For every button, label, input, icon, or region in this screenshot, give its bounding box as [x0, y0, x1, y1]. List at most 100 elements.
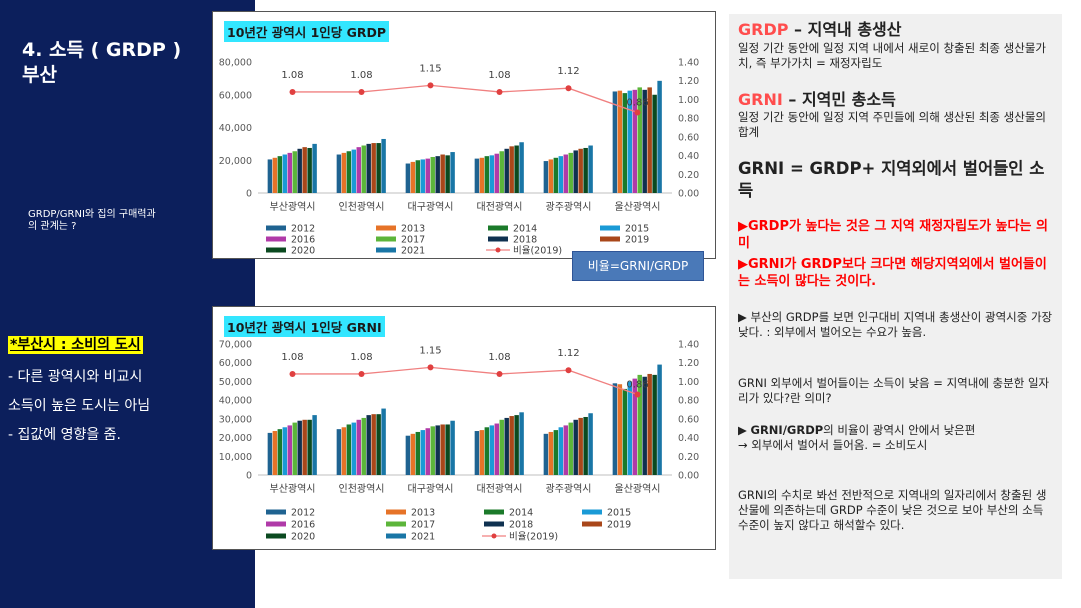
- bar-2018: [573, 150, 578, 193]
- bar-2015: [282, 427, 288, 475]
- grni-chart: 70,000 60,000 50,000 40,000 30,000 20,000 10,0…: [212, 306, 716, 550]
- bar-2017: [361, 417, 366, 475]
- ratio-point: [427, 82, 434, 89]
- bar-2020: [445, 424, 450, 475]
- y-tick-label: 0: [246, 471, 252, 482]
- y2-tick-label: 1.00: [678, 377, 699, 388]
- bar-2020: [583, 416, 588, 475]
- legend-swatch: [484, 521, 504, 527]
- bar-2012: [267, 159, 273, 193]
- y2-tick-label: 0.40: [678, 433, 699, 444]
- grni-heading-desc: – 지역민 총소득: [782, 90, 896, 109]
- y-tick-label: 30,000: [219, 414, 252, 425]
- ratio-point: [565, 367, 572, 374]
- bar-2019: [302, 419, 307, 475]
- legend-label: 2014: [513, 224, 537, 235]
- bar-2012: [336, 429, 342, 475]
- bar-2018: [573, 419, 578, 475]
- legend-swatch: [488, 236, 508, 242]
- bar-2020: [307, 147, 312, 193]
- bar-2015: [351, 422, 357, 475]
- grni-chart-title: 10년간 광역시 1인당 GRNI: [224, 316, 385, 337]
- y-tick-label: 60,000: [219, 358, 252, 369]
- bar-2013: [410, 433, 416, 475]
- bar-2021: [519, 412, 524, 475]
- legend-label: 2018: [509, 520, 533, 531]
- legend-label: 2016: [291, 520, 315, 531]
- bar-2013: [479, 430, 485, 475]
- bar-2015: [420, 430, 426, 475]
- ratio-data-label: 1.08: [281, 352, 303, 363]
- y-tick-label: 40,000: [219, 123, 252, 134]
- bar-2017: [430, 156, 435, 193]
- bar-2013: [341, 427, 347, 475]
- bar-2014: [277, 429, 283, 475]
- legend-swatch: [582, 509, 602, 515]
- ratio-line: [292, 366, 638, 396]
- point-grni-greater: ▶GRNI가 GRDP보다 크다면 해당지역외에서 벌어들이는 소득이 많다는 …: [738, 257, 1047, 289]
- bar-2016: [425, 428, 430, 475]
- bar-2017: [637, 87, 642, 193]
- ratio-point: [289, 370, 296, 377]
- legend-swatch: [386, 509, 406, 515]
- legend-swatch: [386, 533, 406, 539]
- grni-description: 일정 기간 동안에 일정 지역 주민들에 의해 생산된 최종 생산물의 합계: [738, 110, 1046, 139]
- bar-2020: [514, 415, 519, 475]
- bar-2018: [642, 376, 647, 475]
- bar-2017: [430, 426, 435, 475]
- legend-label: 2021: [401, 246, 425, 257]
- bar-2019: [578, 148, 583, 193]
- bar-2012: [405, 435, 411, 475]
- y2-tick-label: 0.60: [678, 132, 699, 143]
- bar-2014: [622, 388, 628, 475]
- bar-2013: [341, 152, 347, 193]
- bar-2016: [425, 158, 430, 193]
- x-category-label: 울산광역시: [615, 483, 661, 495]
- y2-tick-label: 0.80: [678, 396, 699, 407]
- ratio-data-label: 1.08: [281, 70, 303, 81]
- y2-tick-label: 0.80: [678, 114, 699, 125]
- grdp-heading-desc: – 지역내 총생산: [788, 20, 902, 39]
- bar-2014: [415, 160, 421, 193]
- bar-2016: [287, 152, 292, 193]
- y2-tick-label: 0.60: [678, 414, 699, 425]
- bar-2017: [292, 151, 297, 193]
- ratio-point: [634, 109, 641, 116]
- legend-swatch: [600, 225, 620, 231]
- bar-2017: [292, 422, 297, 475]
- bar-2021: [519, 142, 524, 193]
- y-tick-label: 0: [246, 189, 252, 200]
- ratio-paragraph: ▶ GRNI/GRDP의 비율이 광역시 안에서 낮은편 → 외부에서 벌어서 …: [738, 423, 1056, 453]
- bar-2019: [371, 414, 376, 475]
- bar-2019: [440, 424, 445, 475]
- legend-label: 2020: [291, 532, 315, 543]
- bar-2016: [632, 378, 637, 475]
- ratio-data-label: 1.08: [488, 70, 510, 81]
- legend-label: 2019: [607, 520, 631, 531]
- bar-2014: [277, 156, 283, 193]
- relation-question-line1: GRDP/GRNI와 집의 구매력과: [28, 209, 156, 220]
- bar-2019: [647, 87, 652, 193]
- bar-2019: [509, 146, 514, 193]
- point-grdp-high: ▶GRDP가 높다는 것은 그 지역 재정자립도가 높다는 의미: [738, 219, 1048, 251]
- bar-2016: [632, 89, 637, 193]
- legend-label: 2015: [625, 224, 649, 235]
- ratio-badge: 비율=GRNI/GRDP: [572, 251, 704, 281]
- legend-label: 2016: [291, 235, 315, 246]
- bar-2019: [371, 143, 376, 193]
- grdp-heading: GRDP – 지역내 총생산: [738, 20, 1056, 40]
- bar-2017: [568, 152, 573, 193]
- right-panel: GRDP – 지역내 총생산 일정 기간 동안에 일정 지역 내에서 새로이 창…: [729, 14, 1062, 579]
- grdp-description: 일정 기간 동안에 일정 지역 내에서 새로이 창출된 최종 생산물가치, 즉 …: [738, 41, 1046, 70]
- y-tick-label: 40,000: [219, 396, 252, 407]
- bar-2019: [509, 416, 514, 475]
- bar-2020: [652, 374, 657, 475]
- y2-tick-label: 1.40: [678, 58, 699, 69]
- x-category-label: 광주광역시: [546, 201, 592, 213]
- x-category-label: 인천광역시: [339, 483, 385, 495]
- bar-2016: [356, 419, 361, 475]
- legend-label: 비율(2019): [509, 532, 558, 543]
- ratio-point: [565, 85, 572, 92]
- bar-2012: [474, 431, 480, 475]
- x-category-label: 광주광역시: [546, 483, 592, 495]
